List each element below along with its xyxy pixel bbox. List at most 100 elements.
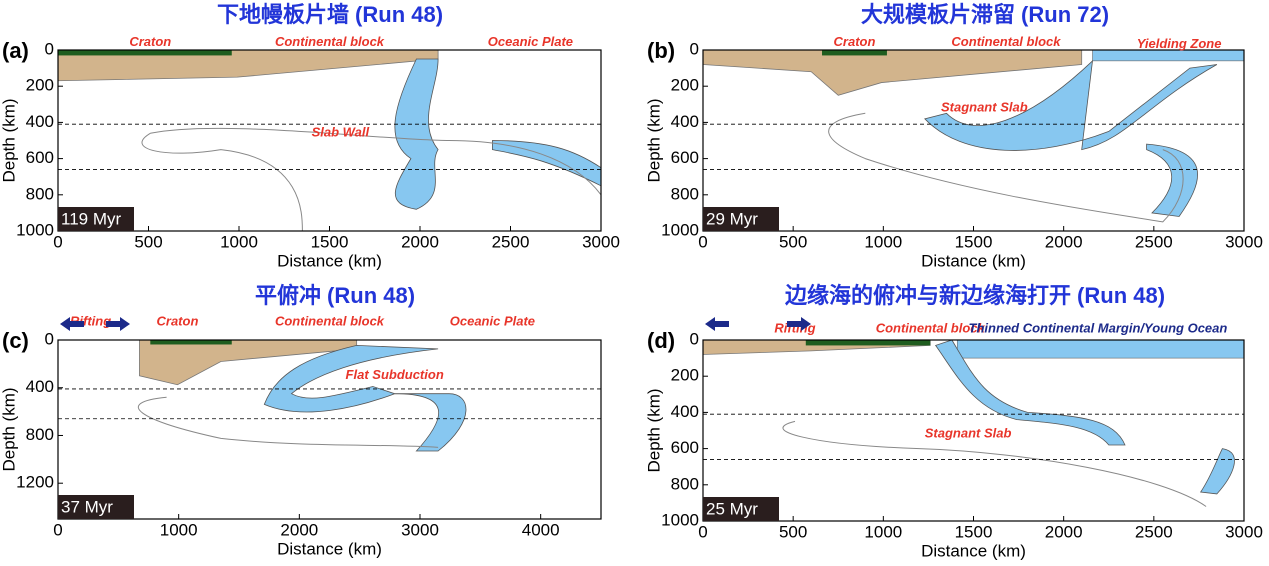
x-tick-label: 1000 <box>160 520 198 539</box>
y-tick-label: 800 <box>26 425 54 444</box>
annotation: Oceanic Plate <box>488 34 573 49</box>
y-tick-label: 800 <box>671 474 699 493</box>
mantle-contour <box>137 396 439 448</box>
craton <box>150 340 232 345</box>
mantle-contour <box>141 127 602 232</box>
rifting-arrow <box>787 317 811 331</box>
y-tick-label: 200 <box>671 76 699 95</box>
time-label: 119 Myr <box>61 209 121 228</box>
annotation: Slab Wall <box>312 125 370 140</box>
x-tick-label: 3000 <box>582 232 620 251</box>
chart-title: 下地幔板片墙 (Run 48) <box>217 2 443 27</box>
annotation: Continental block <box>275 314 385 329</box>
x-axis-label: Distance (km) <box>921 251 1026 270</box>
x-tick-label: 2000 <box>1045 232 1083 251</box>
y-tick-label: 1200 <box>16 473 54 492</box>
time-label: 37 Myr <box>61 497 113 516</box>
x-tick-label: 3000 <box>1225 522 1263 541</box>
x-tick-label: 0 <box>698 522 707 541</box>
x-tick-label: 3000 <box>1225 232 1263 251</box>
oceanic-plate <box>1092 49 1245 62</box>
annotation: Craton <box>157 314 199 329</box>
x-tick-label: 500 <box>134 232 162 251</box>
panel-label: (c) <box>2 328 29 353</box>
panel-label: (d) <box>647 328 675 353</box>
annotation: Continental block <box>951 34 1061 49</box>
craton <box>805 340 931 346</box>
y-tick-label: 0 <box>690 329 699 348</box>
y-tick-label: 400 <box>26 112 54 131</box>
x-tick-label: 0 <box>53 232 62 251</box>
x-tick-label: 1500 <box>311 232 349 251</box>
x-tick-label: 500 <box>779 522 807 541</box>
time-label: 25 Myr <box>706 499 758 518</box>
x-tick-label: 500 <box>779 232 807 251</box>
rifting-arrow <box>106 317 130 331</box>
craton <box>822 50 887 56</box>
slab <box>934 339 1235 495</box>
x-axis-label: Distance (km) <box>277 251 382 270</box>
mantle-contour <box>782 420 1207 507</box>
annotation: Stagnant Slab <box>925 426 1012 441</box>
rifting-arrow <box>60 317 84 331</box>
annotation: Flat Subduction <box>346 367 444 382</box>
lithosphere <box>702 49 1083 96</box>
x-tick-label: 2000 <box>401 232 439 251</box>
time-box <box>703 207 779 231</box>
x-tick-label: 0 <box>53 520 62 539</box>
y-tick-label: 0 <box>45 329 54 348</box>
x-tick-label: 2500 <box>1135 522 1173 541</box>
y-tick-label: 0 <box>690 39 699 58</box>
annotation: Yielding Zone <box>1137 36 1222 51</box>
panel: 0 500 1000 1500 2000 2500 3000 0 200 400 600 800 100… <box>644 283 1262 561</box>
x-tick-label: 2500 <box>492 232 530 251</box>
annotation: Thinned Continental Margin/Young Ocean <box>969 321 1228 336</box>
x-tick-label: 2500 <box>1135 232 1173 251</box>
panel: 0 500 1000 1500 2000 2500 3000 0 200 400 600 800 100… <box>644 2 1262 271</box>
x-axis-label: Distance (km) <box>921 541 1026 560</box>
y-tick-label: 1000 <box>16 220 54 239</box>
slab <box>924 59 1218 217</box>
time-label: 29 Myr <box>706 209 758 228</box>
y-axis-label: Depth (km) <box>0 98 18 182</box>
x-axis-label: Distance (km) <box>277 539 382 558</box>
x-tick-label: 1000 <box>864 232 902 251</box>
x-tick-label: 2000 <box>280 520 318 539</box>
x-tick-label: 0 <box>698 232 707 251</box>
annotation: Oceanic Plate <box>450 314 535 329</box>
panel-label: (b) <box>647 38 675 63</box>
oceanic-plate <box>956 339 1245 359</box>
annotation: Continental block <box>275 34 385 49</box>
annotation: Continental block <box>876 321 986 336</box>
chart-title: 大规模板片滞留 (Run 72) <box>861 2 1109 27</box>
y-tick-label: 200 <box>671 366 699 385</box>
panel: 0 1000 2000 3000 4000 0 400 800 1200 Distance (km… <box>0 283 602 558</box>
y-tick-label: 1000 <box>661 510 699 529</box>
panel: 0 500 1000 1500 2000 2500 3000 0 200 400 600 800 100… <box>0 2 620 271</box>
annotation: Stagnant Slab <box>941 99 1028 114</box>
chart-title: 平俯冲 (Run 48) <box>255 283 415 308</box>
y-tick-label: 0 <box>45 39 54 58</box>
plot-frame <box>57 339 602 520</box>
x-tick-label: 2000 <box>1045 522 1083 541</box>
craton <box>58 50 232 56</box>
chart-title: 边缘海的俯冲与新边缘海打开 (Run 48) <box>784 283 1165 308</box>
x-tick-label: 1000 <box>220 232 258 251</box>
y-axis-label: Depth (km) <box>644 388 663 472</box>
x-tick-label: 1500 <box>955 522 993 541</box>
mantle-contour <box>828 112 1184 223</box>
y-tick-label: 1000 <box>661 220 699 239</box>
x-tick-label: 4000 <box>522 520 560 539</box>
annotation: Craton <box>129 34 171 49</box>
x-tick-label: 1000 <box>864 522 902 541</box>
y-axis-label: Depth (km) <box>0 387 18 471</box>
y-tick-label: 400 <box>26 377 54 396</box>
y-tick-label: 400 <box>671 402 699 421</box>
time-box <box>703 497 779 521</box>
y-axis-label: Depth (km) <box>644 98 663 182</box>
y-tick-label: 400 <box>671 112 699 131</box>
y-tick-label: 600 <box>26 148 54 167</box>
panel-label: (a) <box>2 38 29 63</box>
y-tick-label: 800 <box>26 184 54 203</box>
